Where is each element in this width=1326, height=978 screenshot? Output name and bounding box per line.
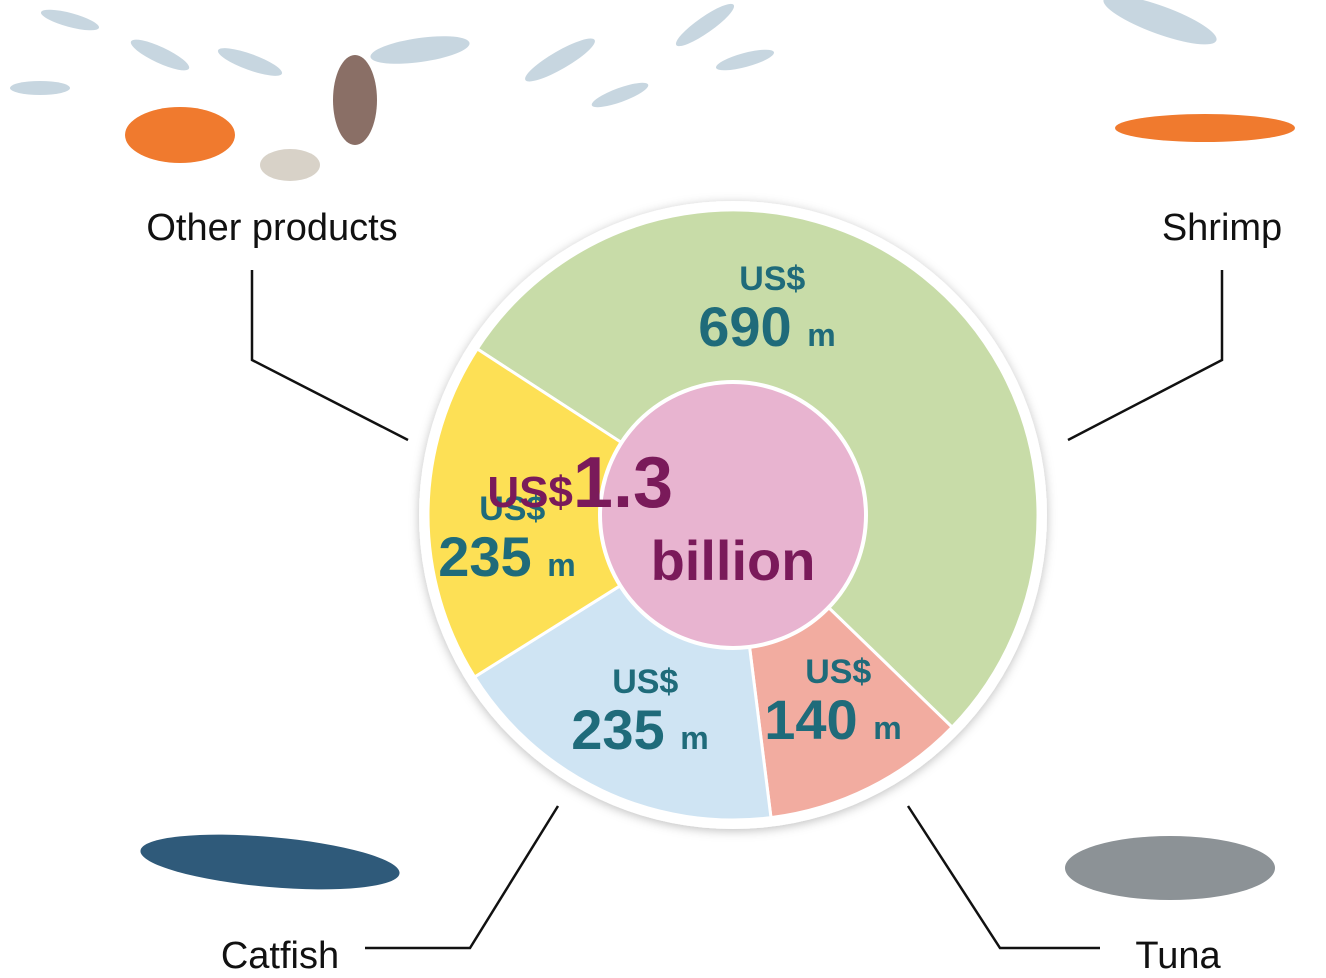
- tuna-icon: [1065, 836, 1275, 900]
- shrimp-icon: [1115, 114, 1295, 142]
- connector-line: [1068, 270, 1222, 440]
- chart: US$ 690 mUS$ 140 mUS$ 235 mUS$ 235 mUS$1…: [0, 0, 1326, 978]
- catfish-icon: [138, 826, 401, 898]
- category-label: Tuna: [1135, 935, 1221, 977]
- category-label: Shrimp: [1162, 207, 1282, 249]
- squid-icon: [333, 55, 377, 145]
- connector-line: [252, 270, 408, 440]
- oyster-icon: [260, 149, 320, 181]
- category-label: Other products: [146, 207, 397, 249]
- category-label: Catfish: [221, 935, 339, 977]
- crab-icon: [125, 107, 235, 163]
